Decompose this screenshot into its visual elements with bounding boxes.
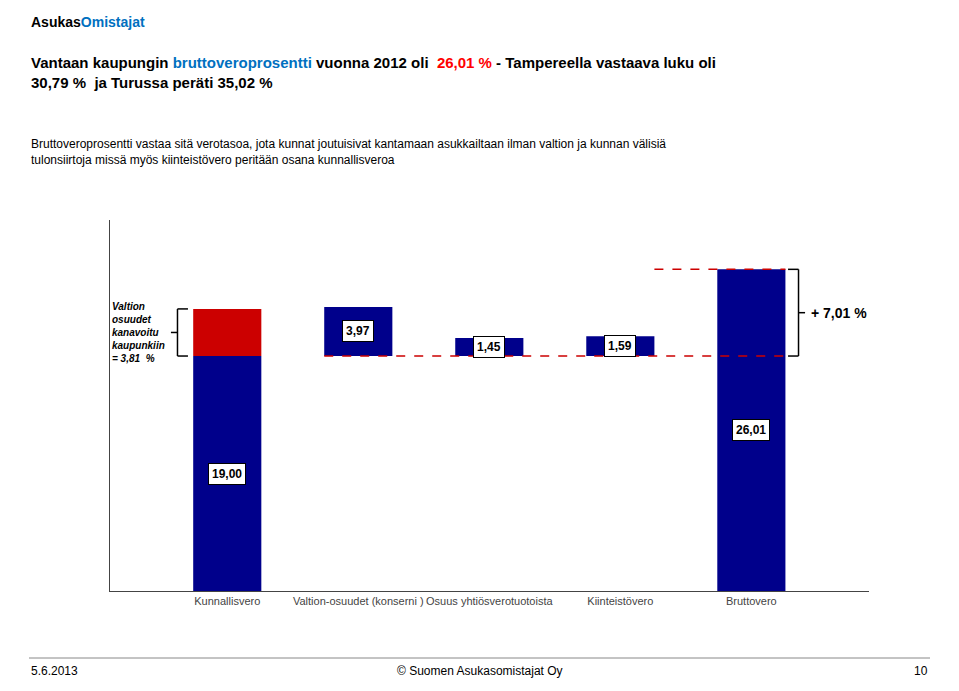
svg-text:Vantaan kaupungin bruttoveropr: Vantaan kaupungin bruttoveroprosentti vu… <box>31 54 716 91</box>
svg-text:1,45: 1,45 <box>477 340 501 354</box>
svg-text:© Suomen Asukasomistajat Oy: © Suomen Asukasomistajat Oy <box>397 664 563 678</box>
svg-text:Valtionosuudetkanavoitukaupunk: Valtionosuudetkanavoitukaupunkiin= 3,81 … <box>112 301 165 364</box>
svg-text:3,97: 3,97 <box>346 324 370 338</box>
svg-text:Bruttoveroprosentti vastaa sit: Bruttoveroprosentti vastaa sitä verotaso… <box>31 137 666 167</box>
svg-text:26,01: 26,01 <box>736 423 766 437</box>
svg-text:5.6.2013: 5.6.2013 <box>31 664 78 678</box>
svg-text:1,59: 1,59 <box>608 339 632 353</box>
svg-text:Kiinteistövero: Kiinteistövero <box>587 595 653 607</box>
svg-text:Kunnallisvero: Kunnallisvero <box>194 595 260 607</box>
svg-text:10: 10 <box>914 664 928 678</box>
svg-text:Valtion-osuudet (konserni ): Valtion-osuudet (konserni ) <box>293 595 424 607</box>
svg-text:+ 7,01 %: + 7,01 % <box>811 305 867 321</box>
svg-text:19,00: 19,00 <box>212 467 242 481</box>
svg-text:Bruttovero: Bruttovero <box>726 595 777 607</box>
svg-text:Osuus yhtiösverotuotoista: Osuus yhtiösverotuotoista <box>426 595 553 607</box>
svg-text:AsukasOmistajat: AsukasOmistajat <box>31 14 145 30</box>
